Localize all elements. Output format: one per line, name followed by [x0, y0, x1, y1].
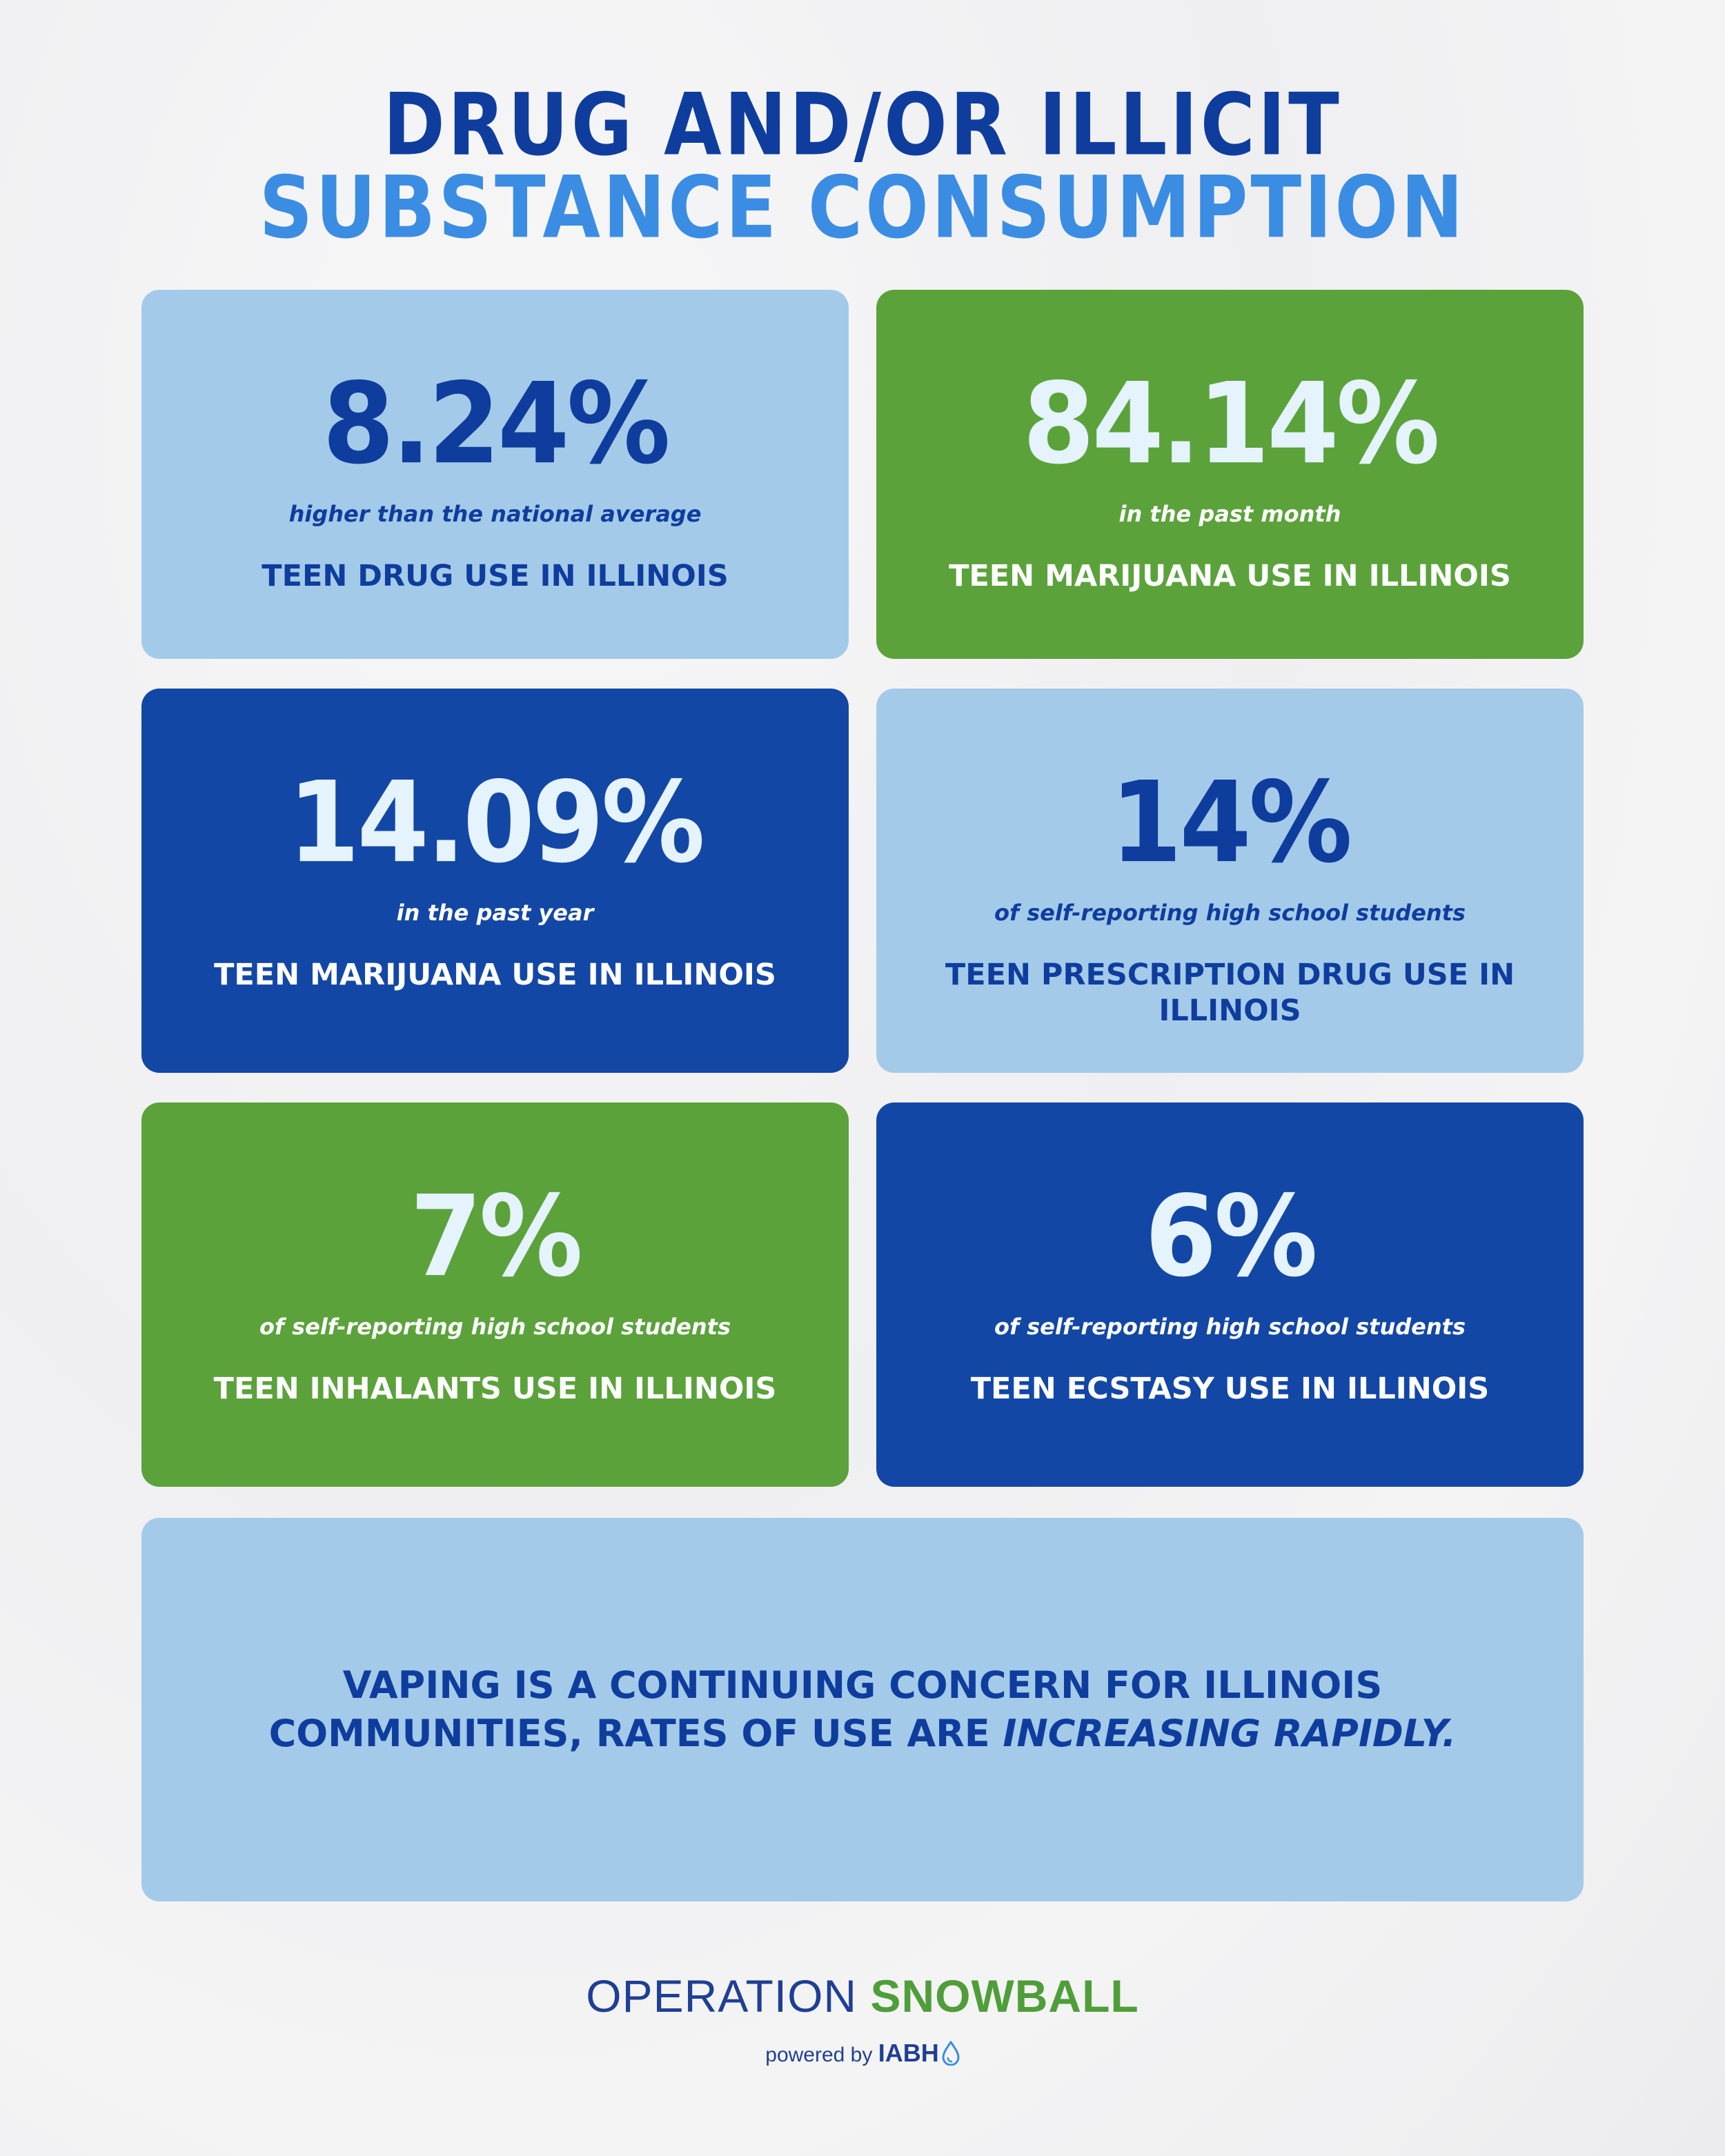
brand-logo: OPERATION SNOWBALL — [0, 1973, 1725, 2019]
stat-card-marijuana-year: 14.09% in the past year TEEN MARIJUANA U… — [141, 689, 849, 1073]
brand-snowball: SNOWBALL — [870, 1970, 1139, 2021]
stat-card-marijuana-month: 84.14% in the past month TEEN MARIJUANA … — [876, 290, 1584, 659]
stat-card-inhalants: 7% of self-reporting high school student… — [141, 1102, 849, 1487]
stat-value: 14% — [1110, 758, 1352, 888]
title-line-1: DRUG AND/OR ILLICIT — [383, 75, 1342, 175]
vaping-emphasis: INCREASING RAPIDLY. — [1003, 1712, 1457, 1755]
stat-label: TEEN MARIJUANA USE IN ILLINOIS — [214, 958, 776, 993]
title-line-2: SUBSTANCE CONSUMPTION — [259, 158, 1466, 258]
stat-label: TEEN ECSTASY USE IN ILLINOIS — [970, 1372, 1490, 1407]
stat-subtitle: of self-reporting high school students — [994, 900, 1466, 926]
powered-by-text: powered by — [765, 2044, 873, 2066]
vaping-statement: VAPING IS A CONTINUING CONCERN FOR ILLIN… — [207, 1661, 1518, 1758]
brand-operation: OPERATION — [586, 1970, 871, 2021]
stat-card-ecstasy: 6% of self-reporting high school student… — [876, 1102, 1584, 1487]
stat-value: 7% — [410, 1172, 583, 1302]
stat-subtitle: of self-reporting high school students — [259, 1314, 731, 1340]
stat-value: 8.24% — [322, 359, 670, 489]
vaping-banner: VAPING IS A CONTINUING CONCERN FOR ILLIN… — [141, 1518, 1584, 1901]
stat-subtitle: in the past year — [396, 900, 594, 926]
water-drop-icon — [942, 2040, 960, 2071]
stat-card-prescription-drug: 14% of self-reporting high school studen… — [876, 689, 1584, 1073]
stat-label: TEEN PRESCRIPTION DRUG USE IN ILLINOIS — [945, 958, 1515, 1028]
stat-value: 84.14% — [1023, 359, 1440, 489]
vaping-text: VAPING IS A CONTINUING CONCERN FOR ILLIN… — [268, 1663, 1383, 1755]
stat-card-teen-drug-use: 8.24% higher than the national average T… — [141, 290, 849, 659]
iabh-logo-text: IABH — [878, 2039, 939, 2067]
powered-by-line: powered by IABH — [0, 2039, 1725, 2071]
stat-label: TEEN INHALANTS USE IN ILLINOIS — [213, 1372, 777, 1407]
stat-subtitle: in the past month — [1118, 501, 1341, 527]
stat-label: TEEN DRUG USE IN ILLINOIS — [262, 559, 729, 594]
stat-value: 14.09% — [288, 758, 705, 888]
stat-label: TEEN MARIJUANA USE IN ILLINOIS — [949, 559, 1511, 594]
stat-subtitle: higher than the national average — [288, 501, 702, 527]
stat-subtitle: of self-reporting high school students — [994, 1314, 1466, 1340]
stat-value: 6% — [1145, 1172, 1318, 1302]
